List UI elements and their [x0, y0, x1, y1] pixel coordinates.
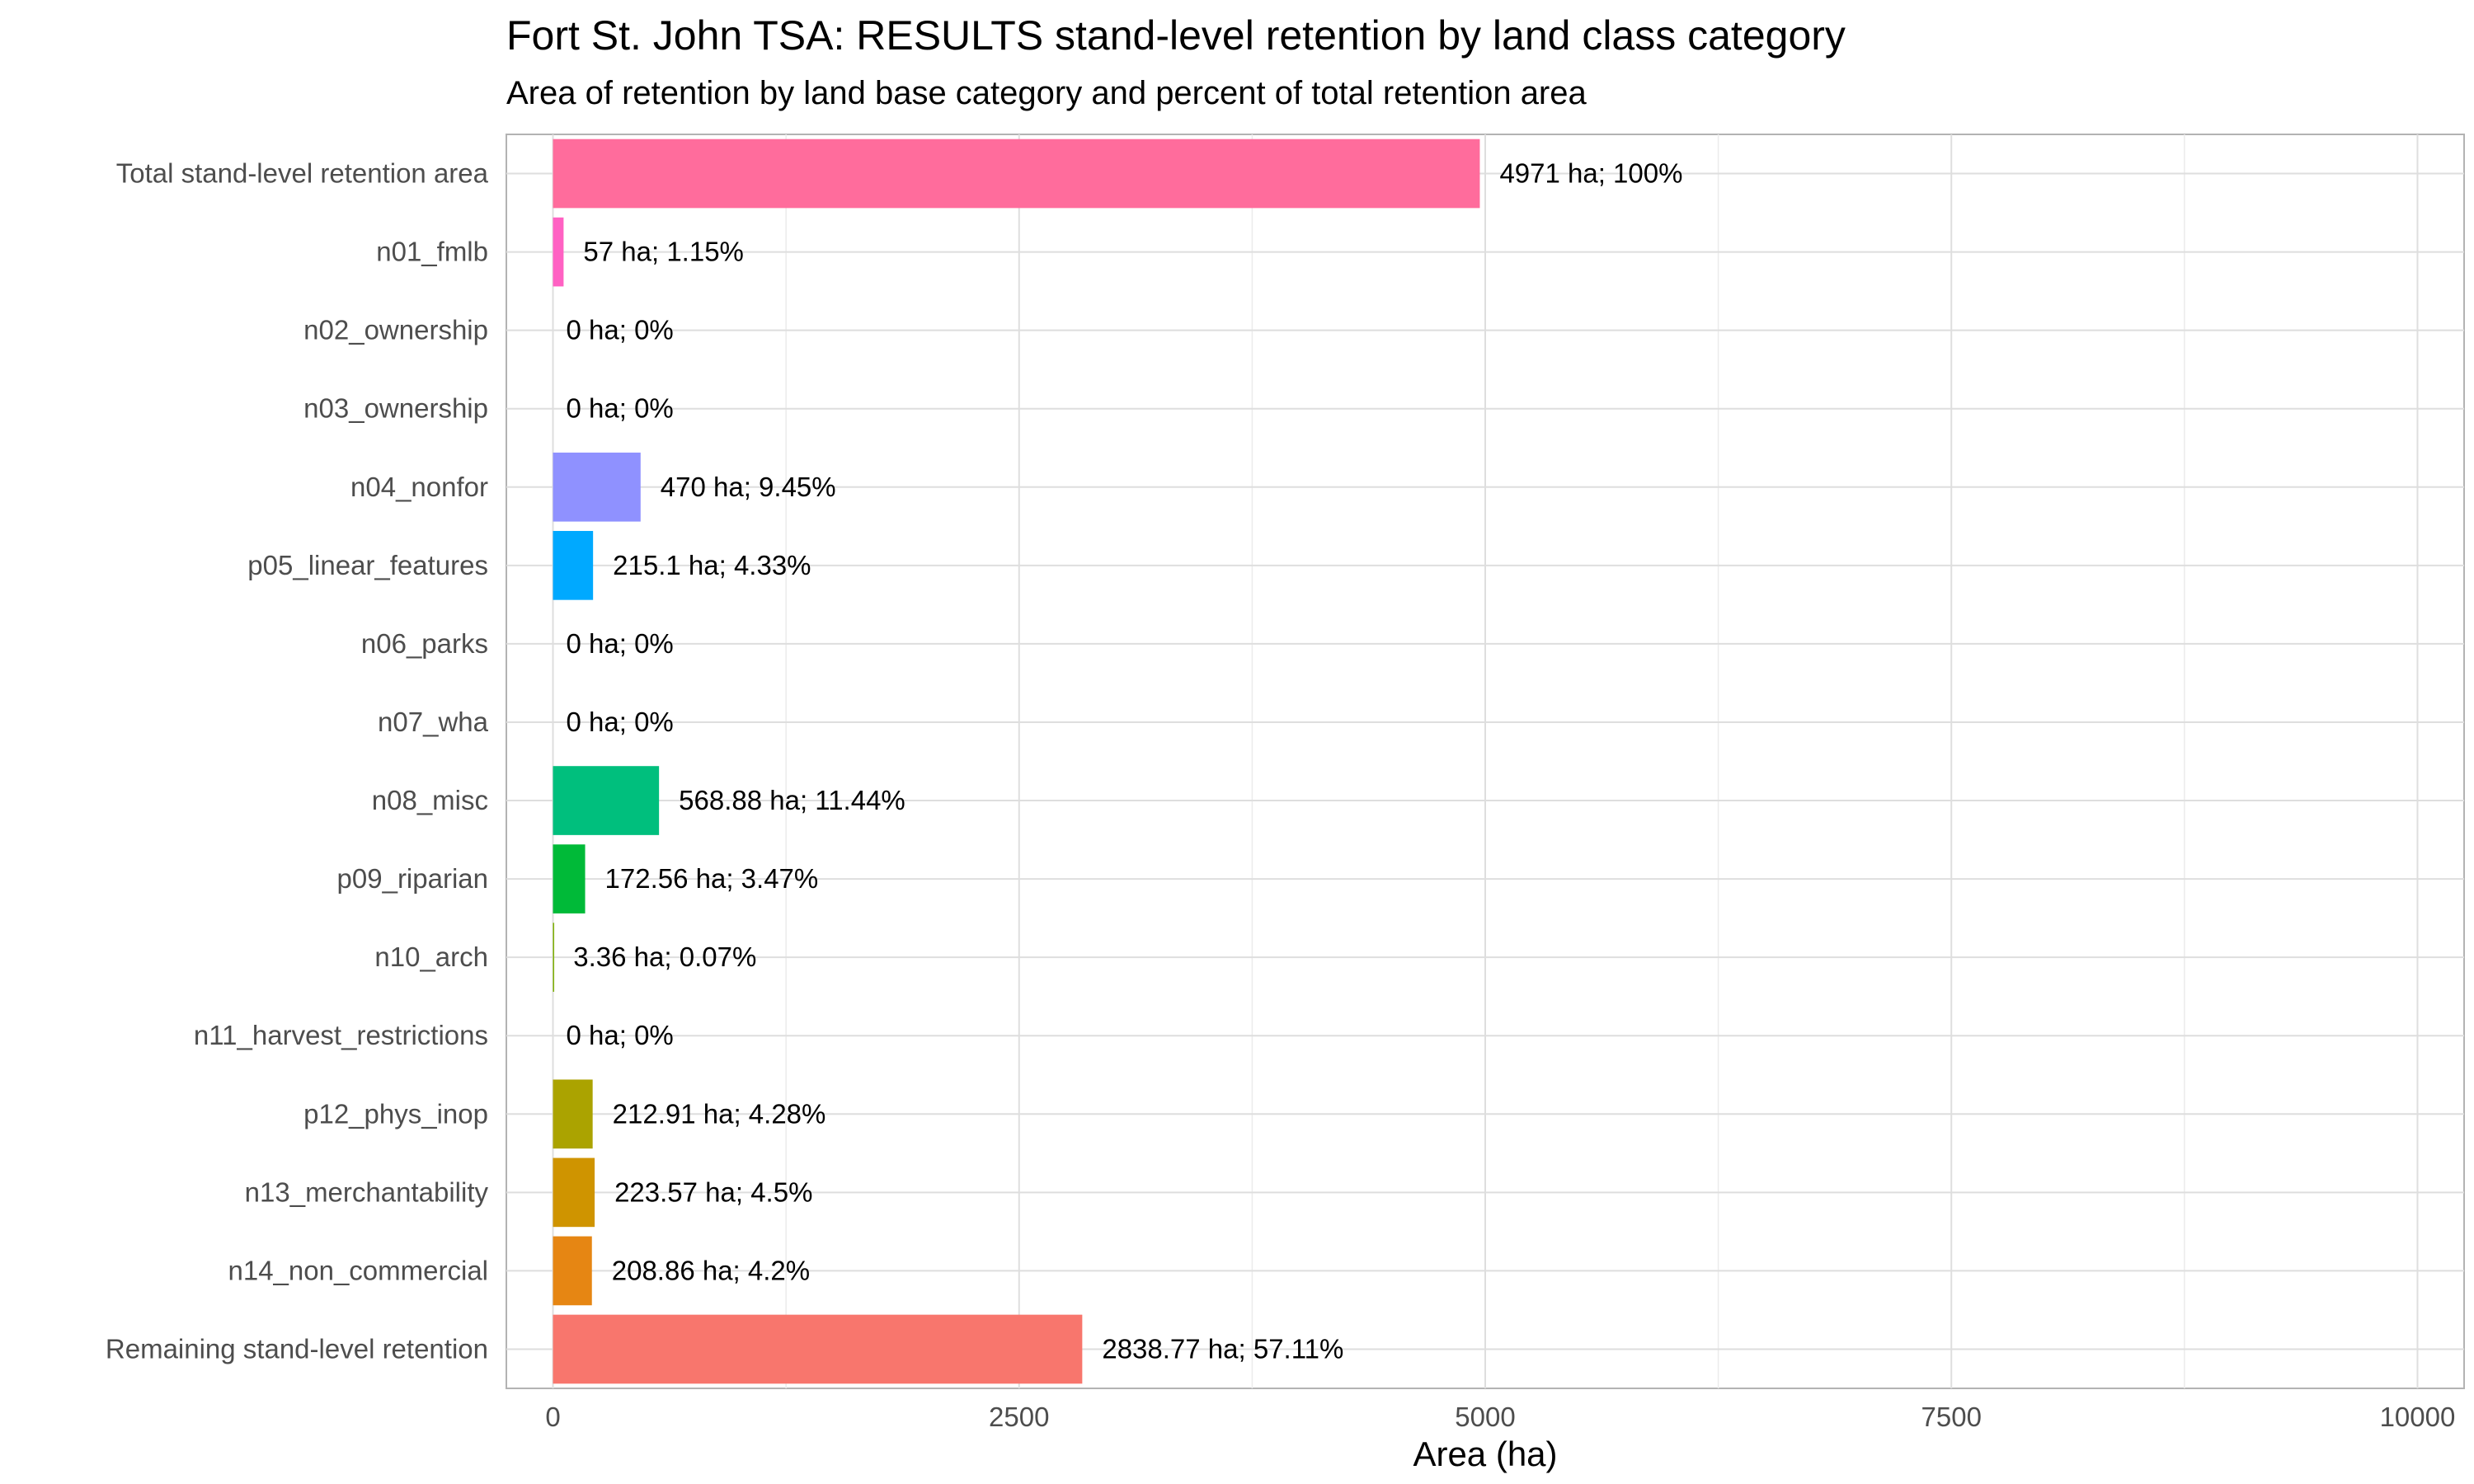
data-label: 470 ha; 9.45%: [661, 472, 836, 502]
data-label: 4971 ha; 100%: [1499, 158, 1682, 189]
data-label: 0 ha; 0%: [567, 315, 674, 345]
bar: [553, 1314, 1083, 1384]
bar: [553, 1079, 593, 1149]
bar: [553, 766, 660, 835]
data-label: 172.56 ha; 3.47%: [605, 863, 819, 894]
data-label: 208.86 ha; 4.2%: [612, 1255, 810, 1285]
x-tick-label: 2500: [989, 1402, 1049, 1432]
data-label: 0 ha; 0%: [567, 1020, 674, 1050]
data-labels: 4971 ha; 100% 57 ha; 1.15% 0 ha; 0% 0 ha; 0…: [567, 158, 1683, 1364]
data-label: 2838.77 ha; 57.11%: [1102, 1333, 1343, 1364]
category-label: n07_wha: [378, 707, 489, 737]
data-label: 568.88 ha; 11.44%: [679, 785, 905, 815]
category-label: n01_fmlb: [376, 237, 488, 267]
data-label: 223.57 ha; 4.5%: [614, 1176, 812, 1207]
bar: [553, 1158, 595, 1228]
data-label: 57 ha; 1.15%: [583, 237, 744, 267]
x-axis-title: Area (ha): [1413, 1435, 1557, 1473]
bar: [553, 452, 641, 522]
category-label: n08_misc: [372, 785, 488, 815]
category-label: n02_ownership: [303, 315, 488, 345]
category-label: n03_ownership: [303, 393, 488, 424]
x-tick-label: 5000: [1455, 1402, 1515, 1432]
category-label: n13_merchantability: [245, 1176, 489, 1207]
bar: [553, 531, 594, 600]
bars: [553, 139, 1480, 1384]
bar: [553, 217, 564, 287]
x-tick-labels: 0 2500 5000 7500 10000: [545, 1402, 2455, 1432]
category-label: Remaining stand-level retention: [106, 1333, 488, 1364]
category-label: p05_linear_features: [247, 550, 488, 580]
bar: [553, 1236, 592, 1306]
data-label: 0 ha; 0%: [567, 628, 674, 659]
category-label: n14_non_commercial: [228, 1255, 488, 1285]
data-label: 3.36 ha; 0.07%: [573, 942, 756, 972]
category-label: p09_riparian: [337, 863, 488, 894]
bar: [553, 844, 586, 913]
category-label: n10_arch: [374, 942, 488, 972]
category-label: n11_harvest_restrictions: [194, 1020, 488, 1050]
data-label: 0 ha; 0%: [567, 707, 674, 737]
data-label: 212.91 ha; 4.28%: [613, 1098, 826, 1129]
chart-title: Fort St. John TSA: RESULTS stand-level r…: [506, 12, 1846, 59]
x-tick-label: 0: [545, 1402, 560, 1432]
category-label: n06_parks: [361, 628, 488, 659]
x-tick-label: 10000: [2380, 1402, 2456, 1432]
category-label: n04_nonfor: [350, 472, 488, 502]
category-label: Total stand-level retention area: [116, 158, 489, 189]
bar: [553, 923, 555, 992]
category-label: p12_phys_inop: [303, 1098, 488, 1129]
category-labels: Total stand-level retention area n01_fmlb…: [106, 158, 489, 1364]
data-label: 0 ha; 0%: [567, 393, 674, 424]
x-tick-label: 7500: [1921, 1402, 1982, 1432]
bar: [553, 139, 1480, 209]
chart-subtitle: Area of retention by land base category …: [506, 75, 1587, 111]
data-label: 215.1 ha; 4.33%: [613, 550, 811, 580]
